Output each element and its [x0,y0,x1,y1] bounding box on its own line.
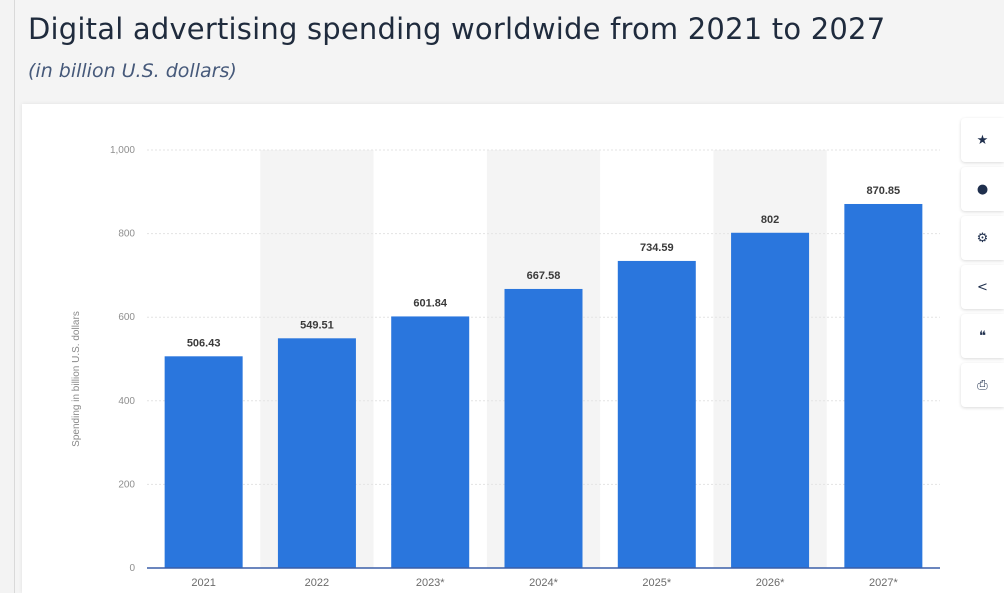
x-tick-label: 2021 [191,577,215,589]
x-tick-label: 2023* [416,577,445,589]
gear-button[interactable]: ⚙ [961,216,1004,260]
share-icon: < [977,279,988,295]
bar [731,232,810,569]
bar-chart: 0 200 400 600 800 1,000 Spending in billion U.… [71,145,940,589]
chart-title: Digital advertising spending worldwide f… [28,12,886,46]
share-button[interactable]: < [961,265,1004,309]
y-tick-label: 200 [118,479,135,490]
bar [164,356,243,568]
y-tick-label: 1,000 [110,145,135,156]
data-label: 802 [761,214,779,226]
x-tick-label: 2026* [756,577,785,589]
data-label: 549.51 [300,319,334,331]
bar [504,288,583,568]
print-icon: ⎙ [977,377,988,393]
y-tick-label: 0 [129,563,135,574]
bar [844,203,923,568]
quote-button[interactable]: ❝ [961,314,1004,358]
star-icon: ★ [976,132,989,148]
y-tick-label: 600 [118,312,135,323]
star-button[interactable]: ★ [961,118,1004,162]
chart-subtitle: (in billion U.S. dollars) [28,60,237,82]
bar [617,260,696,568]
quote-icon: ❝ [979,328,986,344]
x-tick-label: 2027* [869,577,898,589]
data-label: 870.85 [867,185,901,197]
print-button[interactable]: ⎙ [961,363,1004,407]
bell-button[interactable]: ● [961,167,1004,211]
bell-icon: ● [976,181,989,197]
data-label: 506.43 [187,337,221,349]
y-axis-title: Spending in billion U.S. dollars [71,311,82,447]
y-tick-label: 800 [118,229,135,240]
x-tick-label: 2022 [305,577,329,589]
x-tick-label: 2024* [529,577,558,589]
data-label: 734.59 [640,242,674,254]
data-label: 667.58 [527,270,561,282]
gear-icon: ⚙ [976,230,989,246]
chart-panel: 0 200 400 600 800 1,000 Spending in billion U.… [22,104,1004,593]
bar [277,338,356,568]
data-label: 601.84 [413,297,448,309]
bar [391,316,470,568]
y-tick-label: 400 [118,396,135,407]
chart-toolbar: ★ ● ⚙ < ❝ ⎙ [961,118,1004,412]
x-tick-label: 2025* [642,577,671,589]
